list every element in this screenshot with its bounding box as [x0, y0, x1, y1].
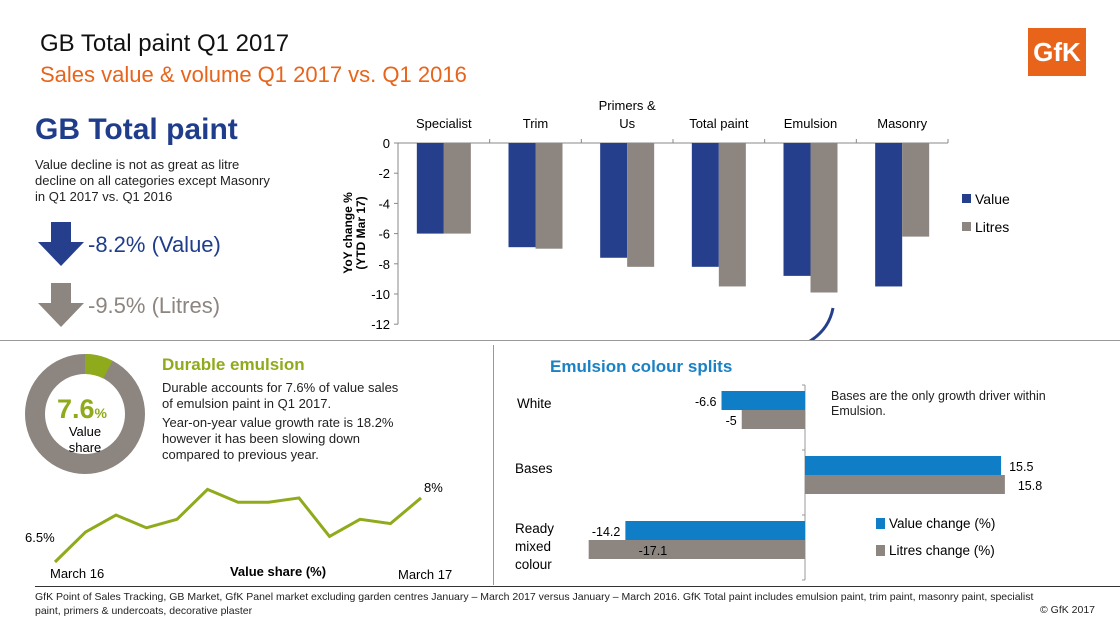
value-kpi: -8.2% (Value) [88, 232, 221, 257]
bar-litres [810, 143, 838, 293]
durable-text: Year-on-year value growth rate is 18.2% … [162, 415, 394, 462]
durable-heading: Durable emulsion [162, 355, 305, 374]
donut-share [25, 354, 145, 474]
y-tick-label: -6 [378, 227, 390, 242]
bar-litres [718, 143, 746, 287]
y-tick-label: -2 [378, 166, 390, 181]
bar-value [783, 143, 811, 276]
divider [493, 345, 494, 585]
divider [0, 340, 1120, 341]
arrow-down-icon [38, 222, 84, 266]
share-label: share [69, 440, 102, 455]
legend-label: Value change (%) [889, 516, 995, 531]
legend-swatch [962, 222, 971, 231]
x-tick-label: Primers & [599, 98, 656, 113]
gfk-logo: GfK [1028, 28, 1086, 76]
bar-value [875, 143, 903, 287]
page-subtitle: Sales value & volume Q1 2017 vs. Q1 2016 [40, 62, 467, 87]
category-label: White [517, 396, 552, 411]
legend-label: Value [975, 191, 1010, 207]
x-tick-label: March 16 [50, 566, 104, 581]
bar-value [600, 143, 628, 258]
bar-value [691, 143, 719, 267]
y-tick-label: -12 [371, 317, 390, 332]
value-share-donut: 7.6% Value share [25, 354, 145, 474]
x-tick-label: Emulsion [784, 116, 837, 131]
data-label: -5 [726, 414, 737, 428]
litres-kpi: -9.5% (Litres) [88, 293, 221, 318]
y-tick-label: -4 [378, 196, 390, 211]
emulsion-note: Bases are the only growth driver within … [831, 389, 1046, 418]
share-unit: % [95, 405, 108, 421]
bar-litres [805, 475, 1005, 494]
category-bar-chart: 0 -2 -4 -6 -8 -10 -12 Specialist Trim Primers & Us… [341, 98, 1010, 340]
x-tick-label: Trim [523, 116, 549, 131]
footer-source: GfK Point of Sales Tracking, GB Market, … [35, 591, 1034, 617]
bar-litres [588, 540, 805, 559]
share-line [53, 487, 422, 564]
colour-split-bar-chart: White -6.6 -5 Bases 15.5 15.8 Ready mixed colour… [515, 384, 1042, 581]
bar-value [508, 143, 536, 248]
emulsion-heading: Emulsion colour splits [550, 357, 733, 376]
x-axis-label: Value share (%) [230, 564, 326, 579]
bar-litres [443, 143, 471, 234]
legend-swatch [962, 194, 971, 203]
y-tick-label: 0 [383, 136, 390, 151]
category-label: Ready [515, 521, 554, 536]
share-label: Value [69, 424, 101, 439]
legend-label: Litres change (%) [889, 543, 995, 558]
y-tick-label: -8 [378, 257, 390, 272]
category-label: mixed [515, 539, 551, 554]
bar-litres [902, 143, 930, 237]
bar-litres [535, 143, 563, 249]
bar-litres [627, 143, 655, 267]
last-value-label: 8% [424, 480, 443, 495]
legend-swatch [876, 518, 885, 529]
share-value: 7.6 [57, 394, 95, 424]
svg-text:7.6%: 7.6% [57, 394, 108, 424]
data-label: -14.2 [592, 525, 621, 539]
bar-value [625, 521, 805, 540]
summary-heading: GB Total paint [35, 113, 238, 146]
x-tick-label: Us [619, 116, 635, 131]
x-tick-label: Specialist [416, 116, 472, 131]
y-tick-label: -10 [371, 287, 390, 302]
summary-description: Value decline is not as great as litre d… [35, 157, 270, 204]
durable-text: Durable accounts for 7.6% of value sales… [162, 380, 399, 411]
bar-value [805, 456, 1002, 475]
category-label: colour [515, 557, 552, 572]
x-tick-label: Masonry [877, 116, 927, 131]
durable-description: Durable accounts for 7.6% of value sales… [162, 380, 402, 466]
x-tick-label: Total paint [689, 116, 749, 131]
legend-swatch [876, 545, 885, 556]
data-label: -6.6 [695, 395, 717, 409]
bar-litres [741, 410, 805, 429]
data-label: 15.5 [1009, 460, 1033, 474]
page-title: GB Total paint Q1 2017 [40, 30, 290, 57]
callout-arrow [808, 307, 835, 340]
value-share-line-chart: 6.5% 8% March 16 March 17 Value share (%) [25, 480, 452, 582]
legend-label: Litres [975, 219, 1009, 235]
first-value-label: 6.5% [25, 530, 55, 545]
bar-value [416, 143, 444, 234]
bar-value [721, 391, 805, 410]
copyright: © GfK 2017 [1040, 604, 1096, 616]
data-label: 15.8 [1018, 479, 1042, 493]
y-axis-label: YoY change %(YTD Mar 17) [341, 192, 368, 274]
arrow-down-icon [38, 283, 84, 327]
footer-divider [35, 586, 1120, 587]
x-tick-label: March 17 [398, 567, 452, 582]
category-label: Bases [515, 461, 553, 476]
data-label: -17.1 [639, 544, 668, 558]
